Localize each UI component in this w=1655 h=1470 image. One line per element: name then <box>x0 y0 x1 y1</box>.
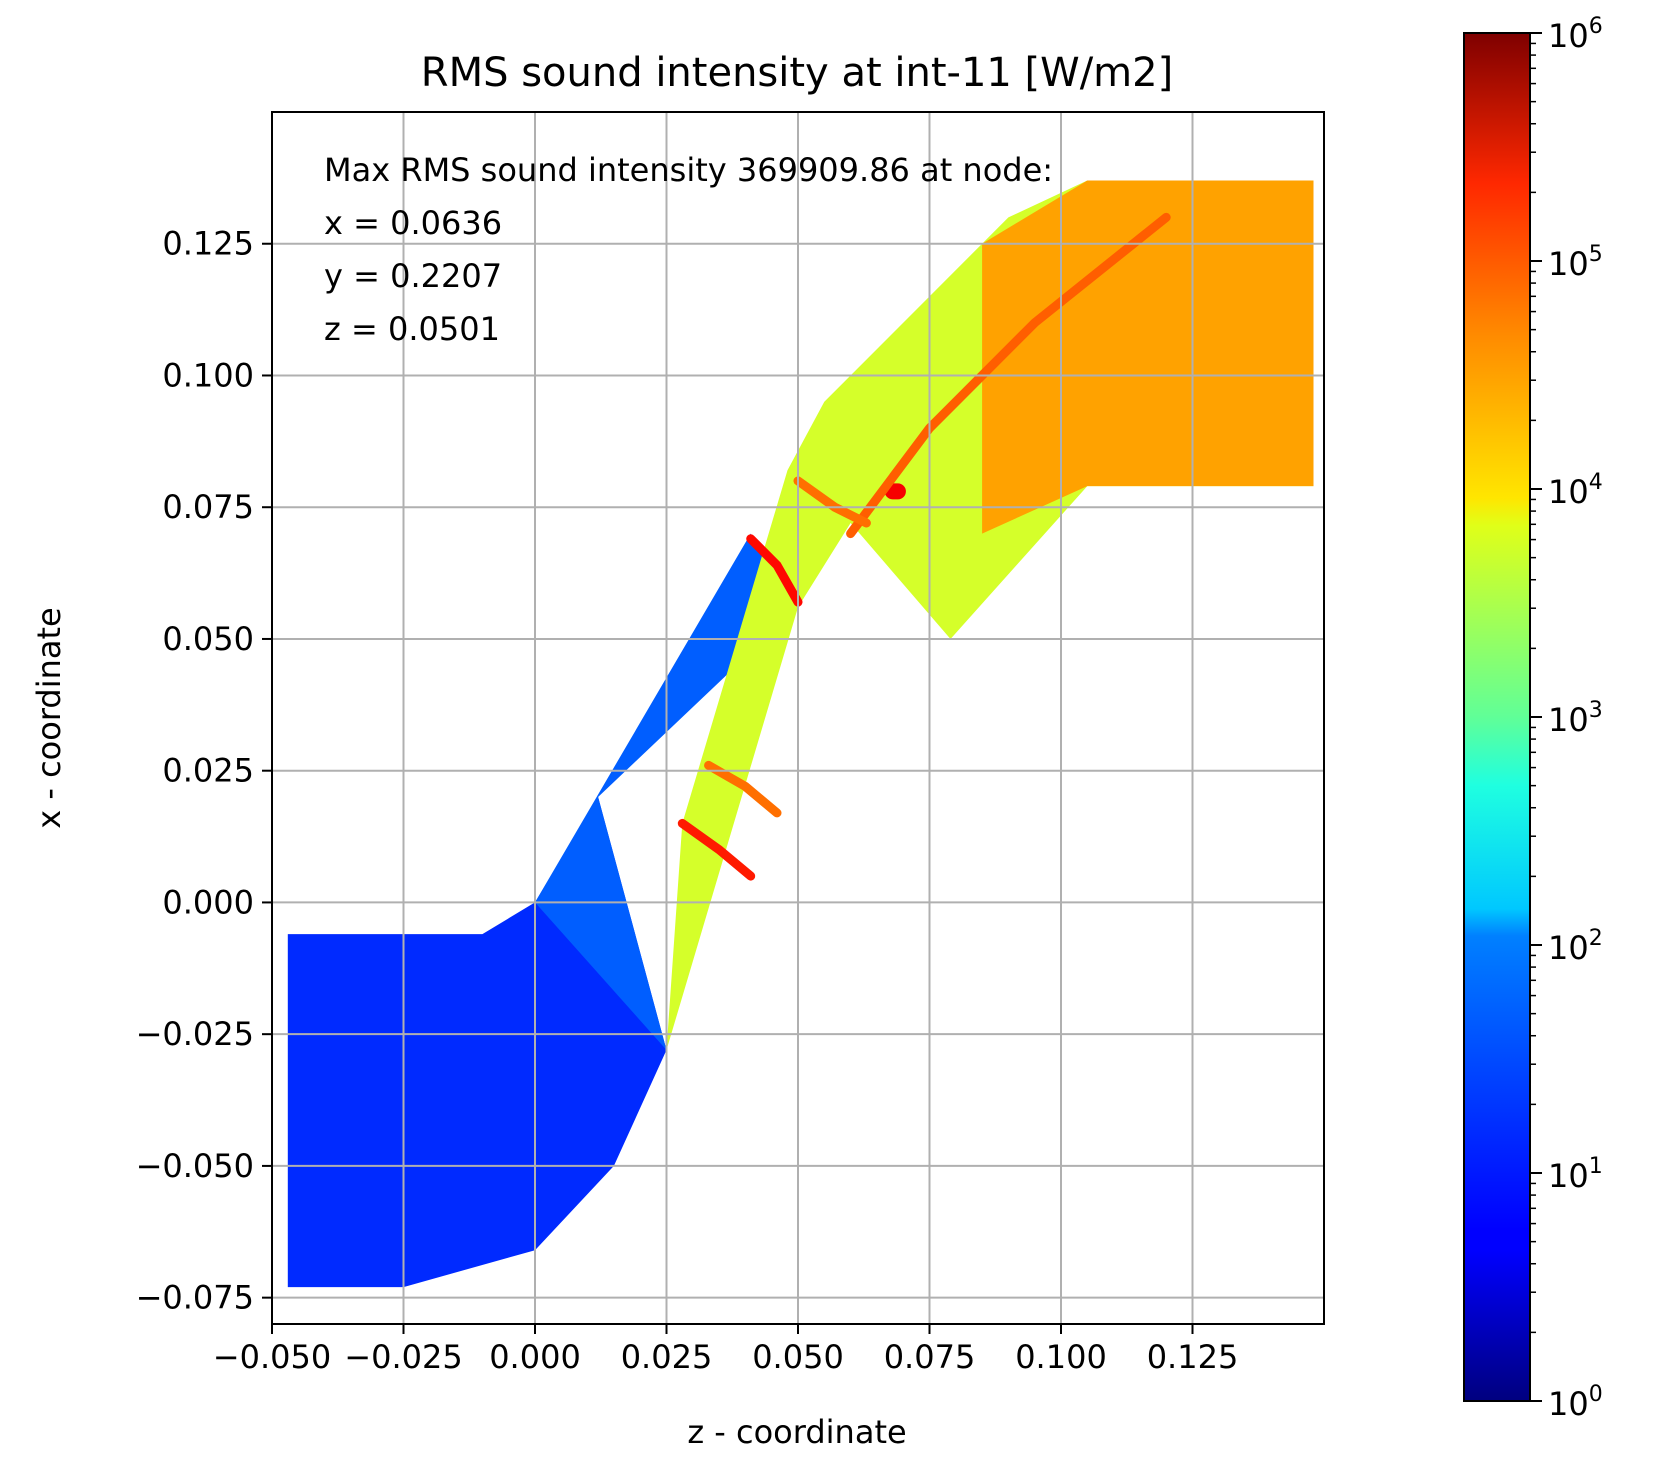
x-tick-label: 0.025 <box>621 1338 713 1376</box>
feature-wave-front <box>746 534 803 607</box>
colorbar-ticks: 100 101 102 103 104 105 106 <box>1530 14 1603 1423</box>
colorbar-tick-label: 103 <box>1548 698 1603 739</box>
chart-title: RMS sound intensity at int-11 [W/m2] <box>421 50 1173 96</box>
feature-wave-front <box>677 818 756 881</box>
y-axis: −0.075 −0.050 −0.025 0.000 0.025 0.050 0.075 0.… <box>136 225 272 1317</box>
x-tick-label: 0.100 <box>1015 1338 1107 1376</box>
max-annotation: Max RMS sound intensity 369909.86 at nod… <box>324 151 1053 348</box>
annotation-line: x = 0.0636 <box>324 204 502 242</box>
y-tick-label: 0.100 <box>162 356 254 394</box>
y-tick-label: −0.075 <box>136 1279 254 1317</box>
annotation-line: z = 0.0501 <box>324 310 500 348</box>
x-tick-label: 0.125 <box>1147 1338 1239 1376</box>
colorbar-tick-label: 105 <box>1548 242 1603 283</box>
y-tick-label: −0.050 <box>136 1147 254 1185</box>
annotation-line: Max RMS sound intensity 369909.86 at nod… <box>324 151 1053 189</box>
colorbar-tick-label: 106 <box>1548 14 1603 55</box>
y-tick-label: 0.050 <box>162 620 254 658</box>
y-tick-label: 0.075 <box>162 488 254 526</box>
x-axis: −0.050 −0.025 0.000 0.025 0.050 0.075 0.100 0.1… <box>213 1324 1239 1376</box>
intensity-field <box>287 180 1314 1288</box>
y-tick-label: 0.000 <box>162 883 254 921</box>
region-outlet-duct <box>982 180 1314 534</box>
x-tick-label: 0.050 <box>752 1338 844 1376</box>
colorbar-tick-label: 101 <box>1548 1154 1603 1195</box>
x-tick-label: −0.050 <box>213 1338 331 1376</box>
plot-area: −0.050 −0.025 0.000 0.025 0.050 0.075 0.100 0.1… <box>136 111 1325 1376</box>
y-axis-label: x - coordinate <box>30 607 68 829</box>
colorbar-tick-label: 104 <box>1548 470 1603 511</box>
colorbar-tick-label: 102 <box>1548 926 1603 967</box>
x-axis-label: z - coordinate <box>687 1413 906 1451</box>
annotation-line: y = 0.2207 <box>324 257 502 295</box>
x-tick-label: 0.000 <box>489 1338 581 1376</box>
x-tick-label: −0.025 <box>344 1338 462 1376</box>
y-tick-label: 0.125 <box>162 225 254 263</box>
y-tick-label: 0.025 <box>162 752 254 790</box>
feature-wave-front <box>704 760 782 818</box>
y-tick-label: −0.025 <box>136 1015 254 1053</box>
colorbar: 100 101 102 103 104 105 106 <box>1463 14 1603 1423</box>
colorbar-tick-label: 100 <box>1548 1382 1603 1423</box>
colorbar-gradient <box>1464 33 1530 1401</box>
x-tick-label: 0.075 <box>884 1338 976 1376</box>
